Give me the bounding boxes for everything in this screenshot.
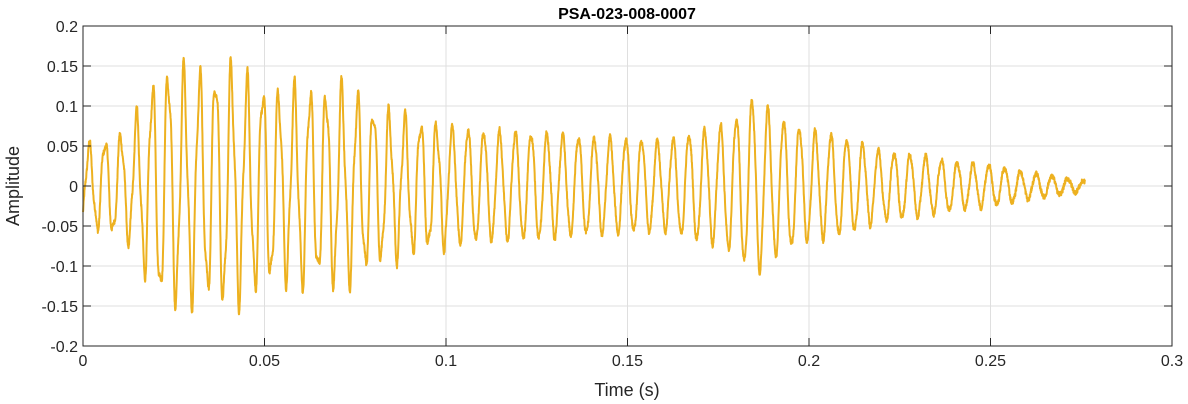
y-axis-label: Amplitude [3,146,23,226]
x-tick-label: 0.05 [249,353,280,370]
x-tick-label: 0.2 [798,353,820,370]
y-tick-label: -0.15 [42,299,79,316]
x-tick-label: 0.1 [435,353,457,370]
y-tick-label: -0.2 [50,339,78,356]
y-tick-label: -0.1 [50,259,78,276]
x-tick-label: 0 [79,353,88,370]
y-tick-label: -0.05 [42,219,79,236]
y-tick-label: 0.15 [47,59,78,76]
grid [83,26,1172,346]
y-tick-label: 0.2 [56,19,78,36]
x-axis-label: Time (s) [594,380,659,400]
x-tick-label: 0.15 [612,353,643,370]
y-tick-label: 0.1 [56,99,78,116]
x-tick-label: 0.3 [1161,353,1183,370]
y-tick-label: 0.05 [47,139,78,156]
waveform-series-line [82,56,1086,316]
y-tick-label: 0 [69,179,78,196]
series-layer [82,56,1086,316]
tick-labels: 0 0.05 0.1 0.15 0.2 0.25 0.30.20.150.10.050-0.… [42,19,1184,370]
ticks [82,25,1173,347]
x-tick-label: 0.25 [975,353,1006,370]
chart-title: PSA-023-008-0007 [558,6,696,23]
